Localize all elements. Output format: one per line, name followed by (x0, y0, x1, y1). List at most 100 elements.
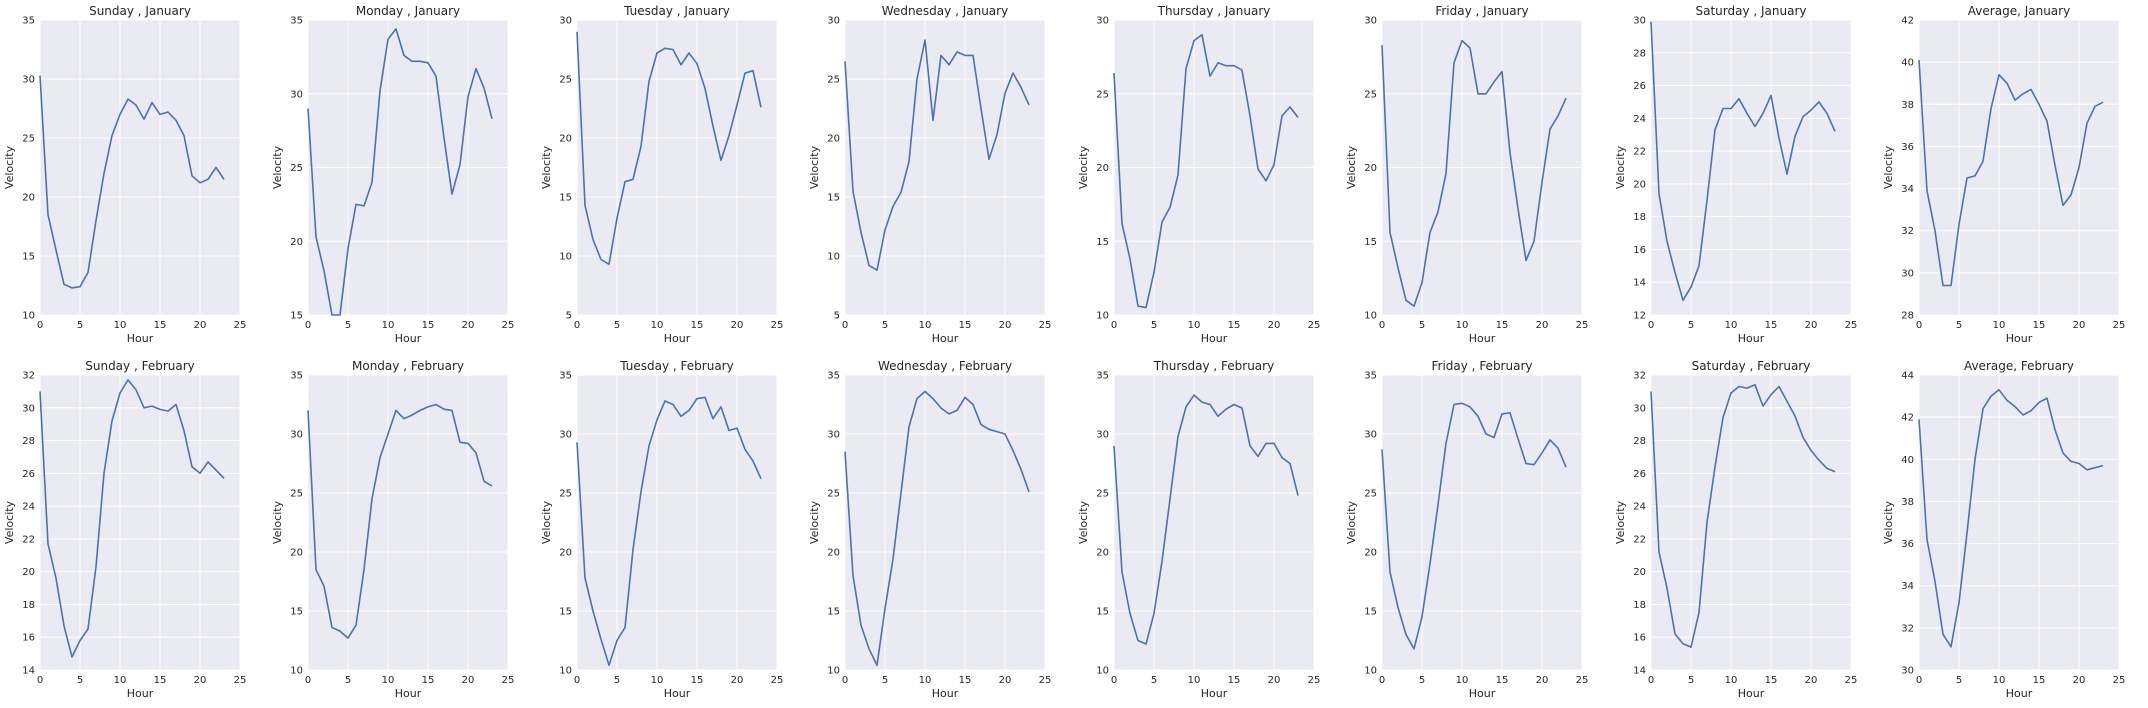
x-tick-label: 0 (842, 320, 848, 331)
chart-panel: 0 5 10 15 20 25 10 15 20 25 30 35 Tuesday , February… (540, 359, 783, 700)
y-tick-label: 5 (566, 311, 572, 322)
data-point (1966, 177, 1968, 179)
data-point (1129, 258, 1131, 260)
data-point (980, 423, 982, 425)
data-point (47, 214, 49, 216)
data-point (600, 638, 602, 640)
data-point (223, 178, 225, 180)
x-tick-label: 10 (1993, 675, 2006, 686)
x-tick-label: 10 (919, 675, 932, 686)
data-point (1153, 612, 1155, 614)
data-point (648, 80, 650, 82)
x-tick-label: 10 (1188, 320, 1201, 331)
data-point (1289, 106, 1291, 108)
data-point (860, 231, 862, 233)
series-line (576, 31, 762, 266)
data-point (207, 461, 209, 463)
x-axis-label: Hour (1738, 687, 1765, 700)
data-point (736, 104, 738, 106)
data-point (916, 78, 918, 80)
data-point (1682, 299, 1684, 301)
data-point (443, 408, 445, 410)
chart-title: Sunday , February (85, 359, 195, 373)
data-point (1706, 521, 1708, 523)
chart-title: Thursday , February (1153, 359, 1274, 373)
data-point (1714, 466, 1716, 468)
data-point (1113, 445, 1115, 447)
data-point (584, 577, 586, 579)
x-tick-label: 15 (154, 320, 167, 331)
data-point (363, 569, 365, 571)
x-tick-label: 25 (1845, 320, 1858, 331)
x-tick-label: 15 (1765, 675, 1778, 686)
data-point (1786, 400, 1788, 402)
data-point (1698, 265, 1700, 267)
y-tick-label: 32 (22, 371, 35, 382)
data-point (1137, 305, 1139, 307)
data-point (103, 472, 105, 474)
x-tick-label: 15 (2033, 320, 2046, 331)
chart-title: Wednesday , January (882, 4, 1008, 18)
data-point (395, 28, 397, 30)
data-point (435, 75, 437, 77)
series-line (1918, 388, 2104, 648)
data-point (427, 62, 429, 64)
x-axis-label: Hour (2006, 687, 2033, 700)
data-point (672, 48, 674, 50)
data-point (876, 269, 878, 271)
data-point (744, 72, 746, 74)
y-tick-label: 30 (827, 430, 840, 441)
data-point (1557, 447, 1559, 449)
x-tick-label: 15 (691, 320, 704, 331)
y-tick-label: 15 (22, 252, 35, 263)
data-point (868, 264, 870, 266)
data-point (1445, 442, 1447, 444)
data-point (1297, 494, 1299, 496)
y-axis-label: Velocity (540, 500, 553, 544)
y-tick-label: 32 (1901, 623, 1914, 634)
data-point (1557, 115, 1559, 117)
data-point (1177, 174, 1179, 176)
data-point (1674, 271, 1676, 273)
x-tick-label: 5 (1688, 675, 1694, 686)
data-point (1161, 560, 1163, 562)
data-point (608, 263, 610, 265)
x-tick-label: 20 (2073, 320, 2086, 331)
data-point (1217, 415, 1219, 417)
data-point (71, 287, 73, 289)
data-point (1738, 97, 1740, 99)
data-point (892, 205, 894, 207)
y-tick-label: 30 (22, 75, 35, 86)
data-point (1501, 70, 1503, 72)
data-point (1177, 435, 1179, 437)
x-tick-label: 25 (234, 320, 247, 331)
data-point (1926, 538, 1928, 540)
data-point (2006, 82, 2008, 84)
data-point (640, 491, 642, 493)
data-point (1934, 580, 1936, 582)
y-tick-label: 10 (1096, 311, 1109, 322)
y-tick-label: 15 (290, 311, 303, 322)
data-point (1265, 442, 1267, 444)
chart-title: Friday , January (1435, 4, 1528, 18)
data-point (79, 285, 81, 287)
data-point (1004, 433, 1006, 435)
data-point (459, 163, 461, 165)
data-point (379, 90, 381, 92)
data-point (2094, 105, 2096, 107)
x-tick-label: 25 (1308, 320, 1321, 331)
y-tick-label: 25 (1364, 89, 1377, 100)
y-tick-label: 30 (1901, 666, 1914, 677)
y-tick-label: 15 (827, 607, 840, 618)
x-axis-label: Hour (664, 687, 691, 700)
x-tick-label: 25 (234, 675, 247, 686)
y-tick-label: 20 (1364, 548, 1377, 559)
data-point (1028, 491, 1030, 493)
x-tick-label: 15 (2033, 675, 2046, 686)
y-axis-label: Velocity (1345, 145, 1358, 189)
chart-title: Monday , February (352, 359, 464, 373)
data-point (672, 403, 674, 405)
y-tick-label: 15 (1096, 607, 1109, 618)
x-tick-label: 0 (1916, 320, 1922, 331)
y-tick-label: 20 (1096, 163, 1109, 174)
